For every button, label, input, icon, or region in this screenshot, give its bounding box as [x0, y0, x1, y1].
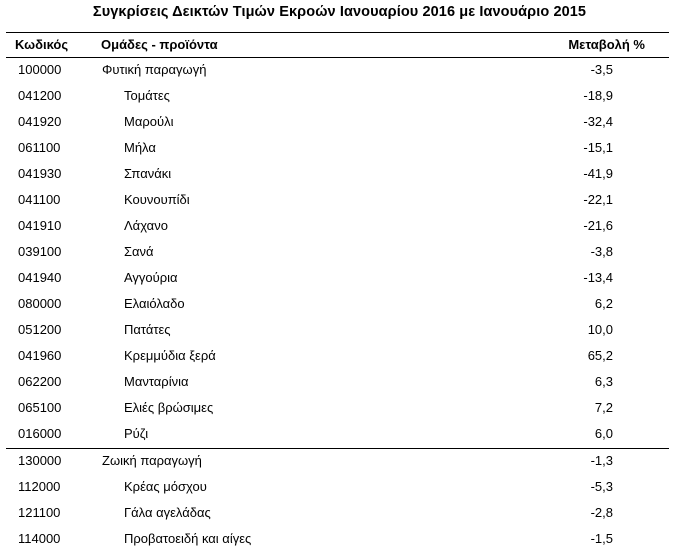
section-animal-production: 130000 Ζωική παραγωγή -1,3 112000 Κρέας μόσχ… [6, 449, 669, 553]
row-code: 114000 [18, 531, 61, 546]
row-product-name: Κρέας μόσχου [124, 479, 207, 494]
table-row: 051200 Πατάτες 10,0 [6, 318, 669, 344]
section-plant-production: 100000 Φυτική παραγωγή -3,5 041200 Τομάτες -1… [6, 58, 669, 448]
row-change-value: -2,8 [590, 505, 613, 520]
table-row: 041930 Σπανάκι -41,9 [6, 162, 669, 188]
table-row: 041960 Κρεμμύδια ξερά 65,2 [6, 344, 669, 370]
table-row: 062200 Μανταρίνια 6,3 [6, 370, 669, 396]
row-code: 100000 [18, 62, 62, 77]
row-change-value: 6,2 [594, 296, 613, 311]
row-product-name: Σανά [124, 244, 154, 259]
row-change-value: -1,5 [590, 531, 613, 546]
table-row: 130000 Ζωική παραγωγή -1,3 [6, 449, 669, 475]
row-code: 041920 [18, 114, 62, 129]
table-row: 114000 Προβατοειδή και αίγες -1,5 [6, 527, 669, 553]
row-product-name: Φυτική παραγωγή [102, 62, 207, 77]
row-product-name: Προβατοειδή και αίγες [124, 531, 252, 546]
row-product-name: Σπανάκι [124, 166, 172, 181]
row-code: 062200 [18, 374, 62, 389]
row-code: 041100 [18, 192, 61, 207]
header-top-rule [6, 32, 669, 33]
table-row: 121100 Γάλα αγελάδας -2,8 [6, 501, 669, 527]
table-row: 041920 Μαρούλι -32,4 [6, 110, 669, 136]
row-product-name: Μανταρίνια [124, 374, 189, 389]
row-code: 112000 [18, 479, 61, 494]
row-change-value: -3,8 [590, 244, 613, 259]
row-code: 080000 [18, 296, 62, 311]
table-row: 041200 Τομάτες -18,9 [6, 84, 669, 110]
row-code: 041200 [18, 88, 62, 103]
row-product-name: Κρεμμύδια ξερά [124, 348, 216, 363]
row-product-name: Πατάτες [124, 322, 171, 337]
header-group: Ομάδες - προϊόντα [101, 37, 218, 52]
price-index-table: Κωδικός Ομάδες - προϊόντα Μεταβολή % 100… [6, 32, 669, 553]
row-change-value: -22,1 [583, 192, 613, 207]
header-change: Μεταβολή % [568, 37, 645, 52]
row-code: 041910 [18, 218, 62, 233]
row-code: 016000 [18, 426, 62, 441]
header-code: Κωδικός [15, 37, 69, 52]
row-change-value: 6,0 [594, 426, 613, 441]
row-code: 051200 [18, 322, 62, 337]
row-product-name: Ελαιόλαδο [124, 296, 185, 311]
section-divider [6, 448, 669, 449]
row-code: 130000 [18, 453, 62, 468]
row-code: 061100 [18, 140, 61, 155]
row-change-value: -1,3 [590, 453, 613, 468]
row-product-name: Γάλα αγελάδας [124, 505, 211, 520]
table-row: 080000 Ελαιόλαδο 6,2 [6, 292, 669, 318]
row-change-value: 65,2 [587, 348, 613, 363]
table-row: 041940 Αγγούρια -13,4 [6, 266, 669, 292]
row-change-value: 7,2 [594, 400, 613, 415]
row-change-value: -21,6 [583, 218, 613, 233]
row-product-name: Μήλα [124, 140, 156, 155]
row-code: 041960 [18, 348, 62, 363]
row-code: 041930 [18, 166, 62, 181]
row-product-name: Ρύζι [124, 426, 149, 441]
row-product-name: Ζωική παραγωγή [102, 453, 202, 468]
row-change-value: -18,9 [583, 88, 613, 103]
table-row: 065100 Ελιές βρώσιμες 7,2 [6, 396, 669, 422]
table-row: 100000 Φυτική παραγωγή -3,5 [6, 58, 669, 84]
table-row: 016000 Ρύζι 6,0 [6, 422, 669, 448]
row-product-name: Αγγούρια [124, 270, 178, 285]
table-row: 041910 Λάχανο -21,6 [6, 214, 669, 240]
row-change-value: -3,5 [590, 62, 613, 77]
table-row: 041100 Κουνουπίδι -22,1 [6, 188, 669, 214]
row-code: 041940 [18, 270, 62, 285]
row-code: 039100 [18, 244, 62, 259]
row-change-value: 10,0 [587, 322, 613, 337]
table-row: 061100 Μήλα -15,1 [6, 136, 669, 162]
table-row: 112000 Κρέας μόσχου -5,3 [6, 475, 669, 501]
header-bottom-rule [6, 57, 669, 58]
row-change-value: -32,4 [583, 114, 613, 129]
row-code: 121100 [18, 505, 61, 520]
row-product-name: Ελιές βρώσιμες [124, 400, 214, 415]
row-change-value: 6,3 [594, 374, 613, 389]
row-product-name: Κουνουπίδι [124, 192, 190, 207]
row-product-name: Λάχανο [124, 218, 168, 233]
table-row: 039100 Σανά -3,8 [6, 240, 669, 266]
table-title: Συγκρίσεις Δεικτών Τιμών Εκροών Ιανουαρί… [92, 4, 587, 20]
row-change-value: -41,9 [583, 166, 613, 181]
row-code: 065100 [18, 400, 62, 415]
row-change-value: -15,1 [583, 140, 613, 155]
row-change-value: -5,3 [590, 479, 613, 494]
row-change-value: -13,4 [583, 270, 613, 285]
row-product-name: Τομάτες [124, 88, 170, 103]
row-product-name: Μαρούλι [124, 114, 174, 129]
table-header: Κωδικός Ομάδες - προϊόντα Μεταβολή % [6, 33, 669, 57]
